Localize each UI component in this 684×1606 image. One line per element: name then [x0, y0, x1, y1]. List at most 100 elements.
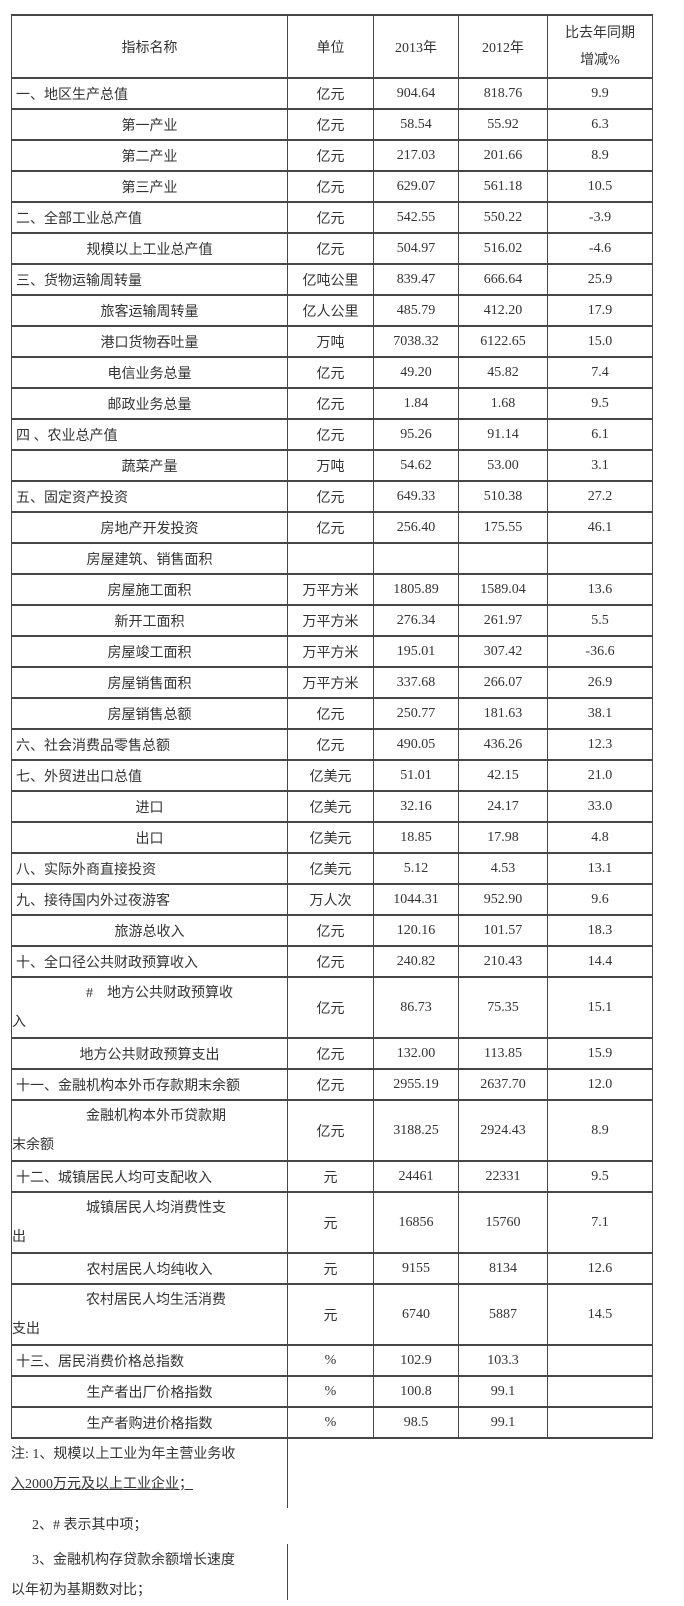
indicator-name-cell: 十二、城镇居民人均可支配收入 [11, 1160, 288, 1193]
value-2012-cell: 175.55 [458, 511, 548, 544]
indicator-name-cell: 一、地区生产总值 [11, 77, 288, 110]
table-row: 六、社会消费品零售总额 亿元 490.05 436.26 12.3 [11, 728, 653, 761]
table-row: 规模以上工业总产值 亿元 504.97 516.02 -4.6 [11, 232, 653, 265]
indicator-name-cell: 农村居民人均纯收入 [11, 1252, 288, 1285]
indicator-name-cell: 房屋建筑、销售面积 [11, 542, 288, 575]
statistics-table-container: 指标名称 单位 2013年 2012年 比去年同期 增减% 一、地区生产总值亿元… [11, 14, 653, 1439]
change-cell: 14.4 [547, 945, 653, 978]
value-2013-cell: 86.73 [373, 976, 459, 1039]
value-2013-cell: 102.9 [373, 1344, 459, 1377]
change-cell: 15.9 [547, 1037, 653, 1070]
unit-cell: 亿元 [287, 201, 374, 234]
value-2013-cell: 629.07 [373, 170, 459, 203]
change-cell: -36.6 [547, 635, 653, 668]
table-row: 七、外贸进出口总值 亿美元 51.01 42.15 21.0 [11, 759, 653, 792]
indicator-name-cell: 二、全部工业总产值 [11, 201, 288, 234]
table-row: 房屋销售总额 亿元 250.77 181.63 38.1 [11, 697, 653, 730]
unit-cell: 万平方米 [287, 604, 374, 637]
change-cell [547, 542, 653, 575]
table-row: 十一、金融机构本外币存款期末余额 亿元 2955.19 2637.70 12.0 [11, 1068, 653, 1101]
value-2013-cell: 5.12 [373, 852, 459, 885]
change-cell: 7.4 [547, 356, 653, 389]
value-2013-cell: 1044.31 [373, 883, 459, 916]
footnote-3: 3、金融机构存贷款余额增长速度 以年初为基期数对比； [11, 1544, 288, 1600]
table-row: 三、货物运输周转量 亿吨公里 839.47 666.64 25.9 [11, 263, 653, 296]
change-cell: 12.0 [547, 1068, 653, 1101]
change-cell: -3.9 [547, 201, 653, 234]
change-cell: 8.9 [547, 1099, 653, 1162]
value-2013-cell: 839.47 [373, 263, 459, 296]
table-row: 第一产业 亿元 58.54 55.92 6.3 [11, 108, 653, 141]
change-cell: 12.3 [547, 728, 653, 761]
unit-cell: 元 [287, 1191, 374, 1254]
change-cell: 25.9 [547, 263, 653, 296]
value-2013-cell [373, 542, 459, 575]
table-row: 房屋建筑、销售面积 [11, 542, 653, 575]
value-2012-cell: 113.85 [458, 1037, 548, 1070]
unit-cell: 元 [287, 1283, 374, 1346]
change-cell: 13.6 [547, 573, 653, 606]
unit-cell [287, 542, 374, 575]
table-row: 四 、农业总产值 亿元 95.26 91.14 6.1 [11, 418, 653, 451]
unit-cell: 元 [287, 1252, 374, 1285]
unit-cell: 亿元 [287, 418, 374, 451]
table-row: 第三产业 亿元 629.07 561.18 10.5 [11, 170, 653, 203]
header-row: 指标名称 单位 2013年 2012年 比去年同期 增减% [11, 14, 653, 79]
indicator-name-cell: 第二产业 [11, 139, 288, 172]
indicator-name-cell: 进口 [11, 790, 288, 823]
indicator-name-cell: 房屋施工面积 [11, 573, 288, 606]
table-row: 房地产开发投资 亿元 256.40 175.55 46.1 [11, 511, 653, 544]
value-2012-cell: 4.53 [458, 852, 548, 885]
unit-cell: 亿元 [287, 1037, 374, 1070]
indicator-name-cell: 农村居民人均生活消费 支出 [11, 1283, 288, 1346]
table-row: 农村居民人均生活消费 支出元 6740 5887 14.5 [11, 1283, 653, 1346]
value-2012-cell: 6122.65 [458, 325, 548, 358]
change-cell: 15.1 [547, 976, 653, 1039]
value-2013-cell: 32.16 [373, 790, 459, 823]
table-row: 旅客运输周转量 亿人公里 485.79 412.20 17.9 [11, 294, 653, 327]
value-2012-cell: 24.17 [458, 790, 548, 823]
value-2013-cell: 132.00 [373, 1037, 459, 1070]
unit-cell: % [287, 1406, 374, 1439]
change-cell: 27.2 [547, 480, 653, 513]
value-2012-cell: 436.26 [458, 728, 548, 761]
change-cell [547, 1344, 653, 1377]
indicator-name-cell: 十、全口径公共财政预算收入 [11, 945, 288, 978]
unit-cell: % [287, 1375, 374, 1408]
indicator-name-cell: 规模以上工业总产值 [11, 232, 288, 265]
value-2012-cell: 818.76 [458, 77, 548, 110]
indicator-name-cell: 三、货物运输周转量 [11, 263, 288, 296]
value-2013-cell: 217.03 [373, 139, 459, 172]
indicator-name-cell: 旅客运输周转量 [11, 294, 288, 327]
change-cell [547, 1375, 653, 1408]
value-2013-cell: 58.54 [373, 108, 459, 141]
unit-cell: 万吨 [287, 325, 374, 358]
footnote-3-line-1: 3、金融机构存贷款余额增长速度 [32, 1553, 235, 1568]
change-cell: 12.6 [547, 1252, 653, 1285]
value-2013-cell: 51.01 [373, 759, 459, 792]
unit-cell: 亿元 [287, 511, 374, 544]
unit-cell: 亿元 [287, 945, 374, 978]
footnote-2: 2、# 表示其中项； [11, 1508, 288, 1544]
value-2013-cell: 95.26 [373, 418, 459, 451]
change-cell [547, 1406, 653, 1439]
value-2012-cell: 266.07 [458, 666, 548, 699]
change-cell: 9.9 [547, 77, 653, 110]
unit-cell: 亿元 [287, 480, 374, 513]
indicator-name-cell: 第三产业 [11, 170, 288, 203]
value-2012-cell: 75.35 [458, 976, 548, 1039]
column-header-unit: 单位 [287, 14, 374, 79]
unit-cell: 亿人公里 [287, 294, 374, 327]
value-2013-cell: 9155 [373, 1252, 459, 1285]
table-row: 生产者出厂价格指数% 100.8 99.1 [11, 1375, 653, 1408]
table-header: 指标名称 单位 2013年 2012年 比去年同期 增减% [11, 14, 653, 79]
value-2012-cell: 561.18 [458, 170, 548, 203]
unit-cell: 亿元 [287, 1068, 374, 1101]
value-2013-cell: 195.01 [373, 635, 459, 668]
indicator-name-cell: 十三、居民消费价格总指数 [11, 1344, 288, 1377]
column-header-2012: 2012年 [458, 14, 548, 79]
value-2013-cell: 120.16 [373, 914, 459, 947]
table-row: # 地方公共财政预算收 入亿元 86.73 75.35 15.1 [11, 976, 653, 1039]
indicator-name-cell: 房屋销售总额 [11, 697, 288, 730]
